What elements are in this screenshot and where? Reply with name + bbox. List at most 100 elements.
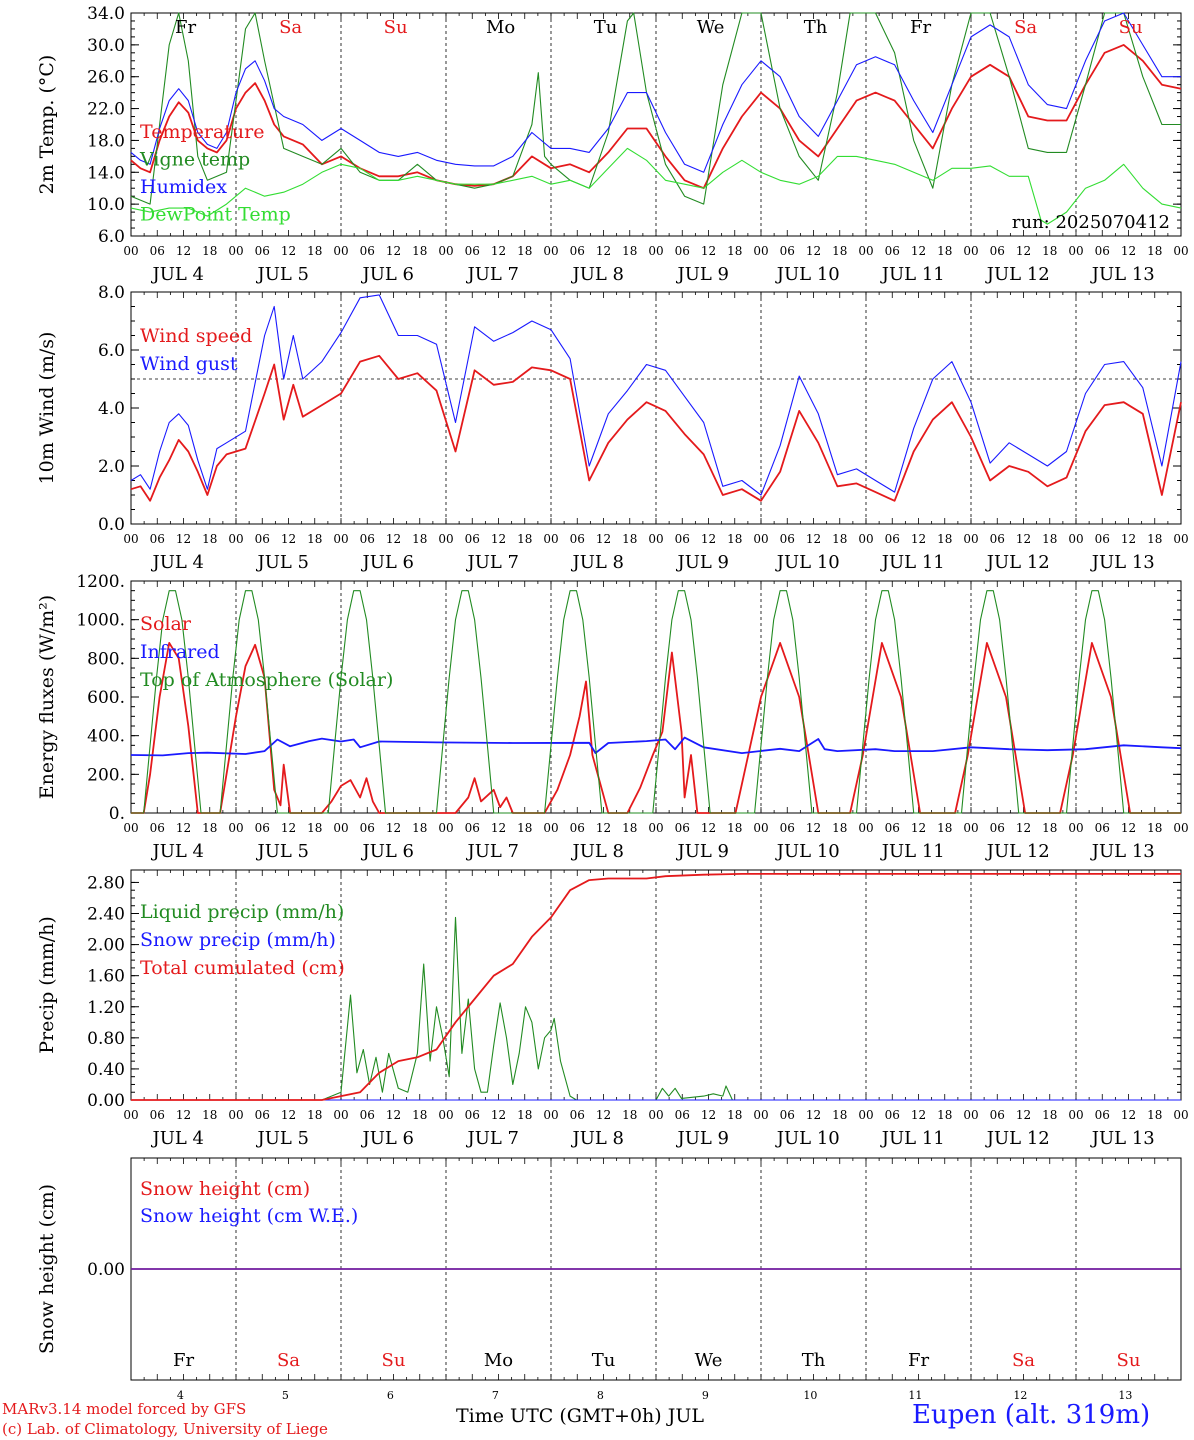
legend-entry: Solar [140, 613, 192, 635]
location-title: Eupen (alt. 319m) [912, 1400, 1151, 1430]
weekday-label: Th [802, 1350, 826, 1371]
hour-tick-label: 18 [622, 1108, 637, 1122]
hour-tick-label: 06 [465, 532, 480, 546]
hour-tick-label: 06 [360, 1108, 375, 1122]
panel-1: 00 06 12 18 JUL 4 00 06 12 18 JUL 5 00 06 12 18 JUL 6 0… [36, 4, 1189, 285]
hour-tick-label: 00 [963, 244, 978, 258]
day-number-label: 10 [803, 1389, 817, 1402]
day-label: JUL 5 [255, 552, 309, 573]
day-label: JUL 11 [880, 264, 945, 285]
y-tick-label: 2.00 [87, 936, 125, 956]
y-tick-label: 6.0 [98, 227, 125, 247]
hour-tick-label: 18 [1042, 1108, 1057, 1122]
day-label: JUL 4 [150, 1128, 204, 1149]
hour-tick-label: 12 [1016, 1108, 1031, 1122]
hour-tick-label: 00 [543, 532, 558, 546]
hour-tick-label: 00 [438, 821, 453, 835]
hour-tick-label: 00 [543, 1108, 558, 1122]
hour-tick-label: 06 [990, 821, 1005, 835]
hour-tick-label: 00 [228, 1108, 243, 1122]
hour-tick-label: 18 [622, 244, 637, 258]
legend-entry: Liquid precip (mm/h) [140, 901, 344, 923]
hour-tick-label: 00 [648, 532, 663, 546]
y-tick-label: 0.80 [87, 1029, 125, 1049]
y-axis-label: Precip (mm/h) [36, 916, 58, 1054]
hour-tick-label: 12 [176, 821, 191, 835]
hour-tick-label: 12 [701, 532, 716, 546]
day-label: JUL 10 [775, 264, 840, 285]
legend-entry: Vigne temp [139, 149, 250, 171]
day-label: JUL 9 [675, 841, 729, 862]
hour-tick-label: 12 [911, 244, 926, 258]
hour-tick-label: 18 [832, 821, 847, 835]
hour-tick-label: 18 [412, 821, 427, 835]
hour-tick-label: 06 [360, 532, 375, 546]
y-tick-label: 26.0 [87, 68, 125, 88]
series-line-liquid-precip-mm-h- [131, 916, 1181, 1101]
day-number-label: 7 [492, 1389, 499, 1402]
legend-entry: Snow height (cm W.E.) [140, 1205, 358, 1227]
y-tick-label: 4.0 [98, 399, 125, 419]
hour-tick-label: 00 [753, 1108, 768, 1122]
hour-tick-label: 18 [1147, 244, 1162, 258]
hour-tick-label: 18 [202, 821, 217, 835]
hour-tick-label: 12 [386, 821, 401, 835]
hour-tick-label: 00 [228, 244, 243, 258]
y-tick-label: 0.00 [87, 1260, 125, 1280]
weekday-label: Fr [173, 1350, 194, 1371]
weekday-label: Su [1117, 1350, 1141, 1371]
weekday-label: Fr [175, 17, 196, 38]
hour-tick-label: 06 [990, 244, 1005, 258]
hour-tick-label: 06 [1095, 821, 1110, 835]
weekday-label: Fr [910, 17, 931, 38]
weekday-label: Su [1119, 17, 1143, 38]
series-line-total-cumulated-cm- [131, 873, 1181, 1101]
day-label: JUL 7 [465, 1128, 519, 1149]
weekday-label: Su [384, 17, 408, 38]
hour-tick-label: 06 [570, 244, 585, 258]
day-label: JUL 10 [775, 1128, 840, 1149]
y-tick-label: 400. [87, 727, 125, 747]
hour-tick-label: 12 [281, 244, 296, 258]
hour-tick-label: 00 [333, 532, 348, 546]
series-line-humidex [130, 12, 1181, 173]
hour-tick-label: 00 [963, 821, 978, 835]
day-number-label: 9 [702, 1389, 709, 1402]
hour-tick-label: 06 [465, 1108, 480, 1122]
day-label: JUL 6 [360, 264, 414, 285]
hour-tick-label: 00 [648, 1108, 663, 1122]
day-number-label: 5 [282, 1389, 289, 1402]
hour-tick-label: 00 [438, 244, 453, 258]
hour-tick-label: 12 [491, 1108, 506, 1122]
y-tick-label: 800. [87, 649, 125, 669]
day-number-label: 13 [1118, 1389, 1132, 1402]
hour-tick-label: 18 [727, 821, 742, 835]
day-label: JUL 7 [465, 841, 519, 862]
y-tick-label: 30.0 [87, 36, 125, 56]
hour-tick-label: 06 [255, 821, 270, 835]
series-line-temperature [130, 44, 1182, 190]
legend-entry: Temperature [140, 121, 264, 143]
day-label: JUL 5 [255, 264, 309, 285]
legend-entry: Humidex [140, 176, 227, 198]
hour-tick-label: 00 [753, 532, 768, 546]
hour-tick-label: 12 [176, 1108, 191, 1122]
hour-tick-label: 00 [333, 821, 348, 835]
y-tick-label: 1.60 [87, 967, 125, 987]
day-label: JUL 7 [465, 552, 519, 573]
day-label: JUL 4 [150, 264, 204, 285]
hour-tick-label: 00 [753, 821, 768, 835]
weekday-label: Fr [908, 1350, 929, 1371]
x-axis-title: Time UTC (GMT+0h) JUL [456, 1405, 704, 1427]
day-label: JUL 10 [775, 841, 840, 862]
day-label: JUL 5 [255, 1128, 309, 1149]
hour-tick-label: 06 [465, 244, 480, 258]
y-tick-label: 0.00 [87, 1091, 125, 1111]
hour-tick-label: 18 [1147, 1108, 1162, 1122]
hour-tick-label: 00 [858, 821, 873, 835]
hour-tick-label: 06 [885, 244, 900, 258]
weekday-label: Sa [279, 17, 302, 38]
day-label: JUL 12 [985, 552, 1050, 573]
series-line-wind-gust [130, 294, 1182, 496]
weekday-label: Sa [277, 1350, 300, 1371]
